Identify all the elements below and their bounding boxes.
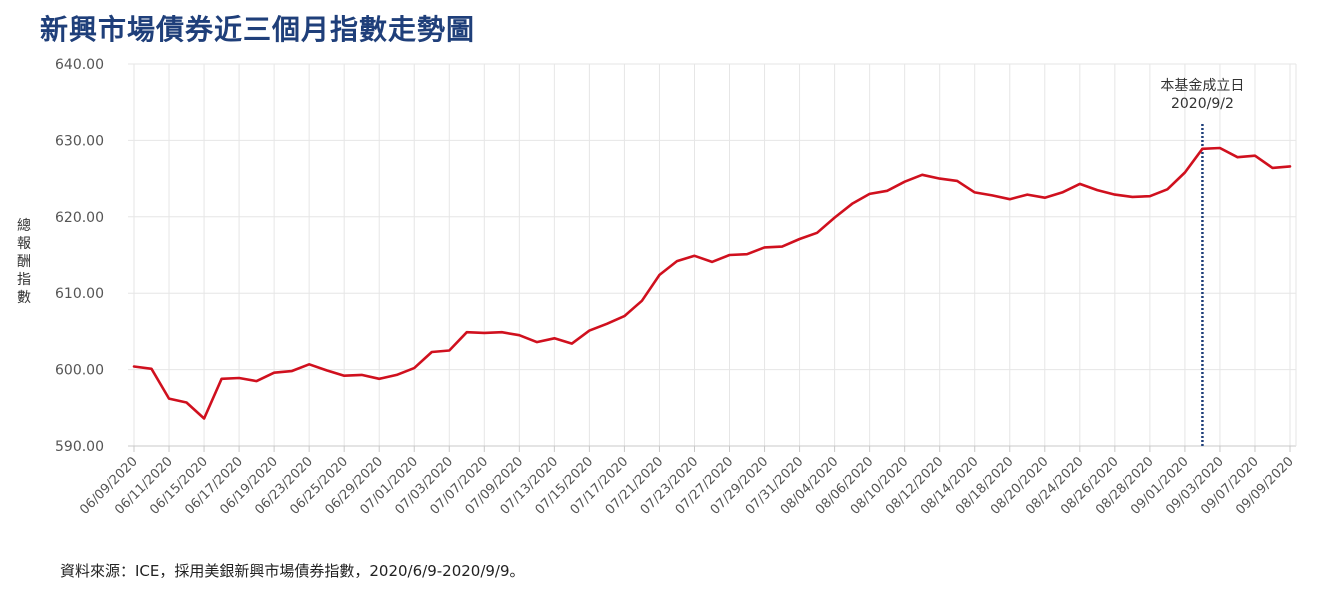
y-axis-label-char: 報 [17,236,31,252]
series-layer [132,146,1292,420]
annotation-label-line1: 本基金成立日 [1160,77,1244,94]
data-point [1149,195,1151,197]
data-point [1254,155,1256,157]
data-point [728,254,731,256]
data-point [273,372,275,374]
data-point [939,178,941,180]
y-tick-label: 640.00 [55,57,104,73]
annotation-label-line2: 2020/9/2 [1171,96,1234,112]
data-point [1079,183,1081,185]
data-point [1289,165,1291,167]
data-point [1166,188,1168,190]
data-point [308,363,310,365]
data-point [623,315,626,317]
chart-title: 新興市場債券近三個月指數走勢圖 [40,13,476,46]
source-note: 資料來源：ICE，採用美銀新興市場債券指數，2020/6/9-2020/9/9。 [60,562,525,580]
data-point [1044,197,1046,199]
data-point [326,369,328,371]
data-point [921,174,923,176]
y-axis-label-char: 指 [17,272,31,288]
data-point [553,337,555,339]
data-point [606,323,608,325]
data-point [518,334,520,336]
data-point [1271,167,1274,169]
data-point [343,375,345,377]
y-axis-label-char: 數 [17,290,31,306]
data-point [991,194,993,197]
data-point [711,261,713,263]
data-point [658,274,661,276]
data-point [413,367,415,369]
data-point [256,380,258,382]
data-point [1184,171,1186,174]
data-point [956,180,958,182]
data-point [571,343,573,345]
y-tick-label: 610.00 [55,286,104,302]
data-point [588,330,590,332]
data-point [851,203,853,205]
y-tick-label: 620.00 [55,210,104,226]
series-line [132,146,1292,420]
data-point [431,351,433,353]
data-point [168,398,170,400]
annotation-layer: 本基金成立日 2020/9/2 [1160,77,1244,446]
data-point [834,216,836,219]
data-point [869,193,871,195]
data-point [150,368,153,370]
data-point [466,331,468,333]
data-point [378,378,380,380]
data-point [974,191,976,193]
y-tick-label: 630.00 [55,133,104,149]
data-point [203,417,205,420]
data-point [1114,194,1116,196]
data-point [1219,147,1221,149]
data-point [501,331,503,333]
data-point [781,245,783,248]
y-tick-label: 590.00 [55,439,104,455]
data-point [133,365,135,368]
data-point [1236,156,1239,158]
data-point [1061,191,1063,193]
data-point [798,238,801,240]
data-point [763,246,766,248]
data-point [886,190,888,192]
data-point [396,374,398,376]
y-tick-label: 600.00 [55,363,104,379]
x-tick-labels: 06/09/202006/11/202006/15/202006/17/2020… [77,454,1297,518]
data-point [185,401,188,404]
axis-layer [128,64,1297,452]
data-point [676,260,678,262]
data-point [448,349,450,352]
data-point [483,332,485,334]
data-point [220,378,223,380]
y-axis-label-char: 酬 [17,254,31,270]
data-point [641,300,643,302]
y-axis-label-char: 總 [17,217,31,234]
data-point [291,370,293,372]
data-point [816,232,818,234]
data-point [238,377,240,379]
data-point [361,374,363,376]
data-point [1131,196,1133,198]
data-point [904,181,906,183]
y-tick-labels: 590.00 600.00 610.00 620.00 630.00 640.00 [55,57,104,455]
grid-layer [128,63,1296,447]
data-point [1201,148,1204,150]
data-point [1096,189,1098,191]
data-point [1026,194,1028,196]
data-point [536,341,538,343]
data-point [746,253,748,255]
data-point [693,255,696,257]
data-point [1009,198,1011,200]
